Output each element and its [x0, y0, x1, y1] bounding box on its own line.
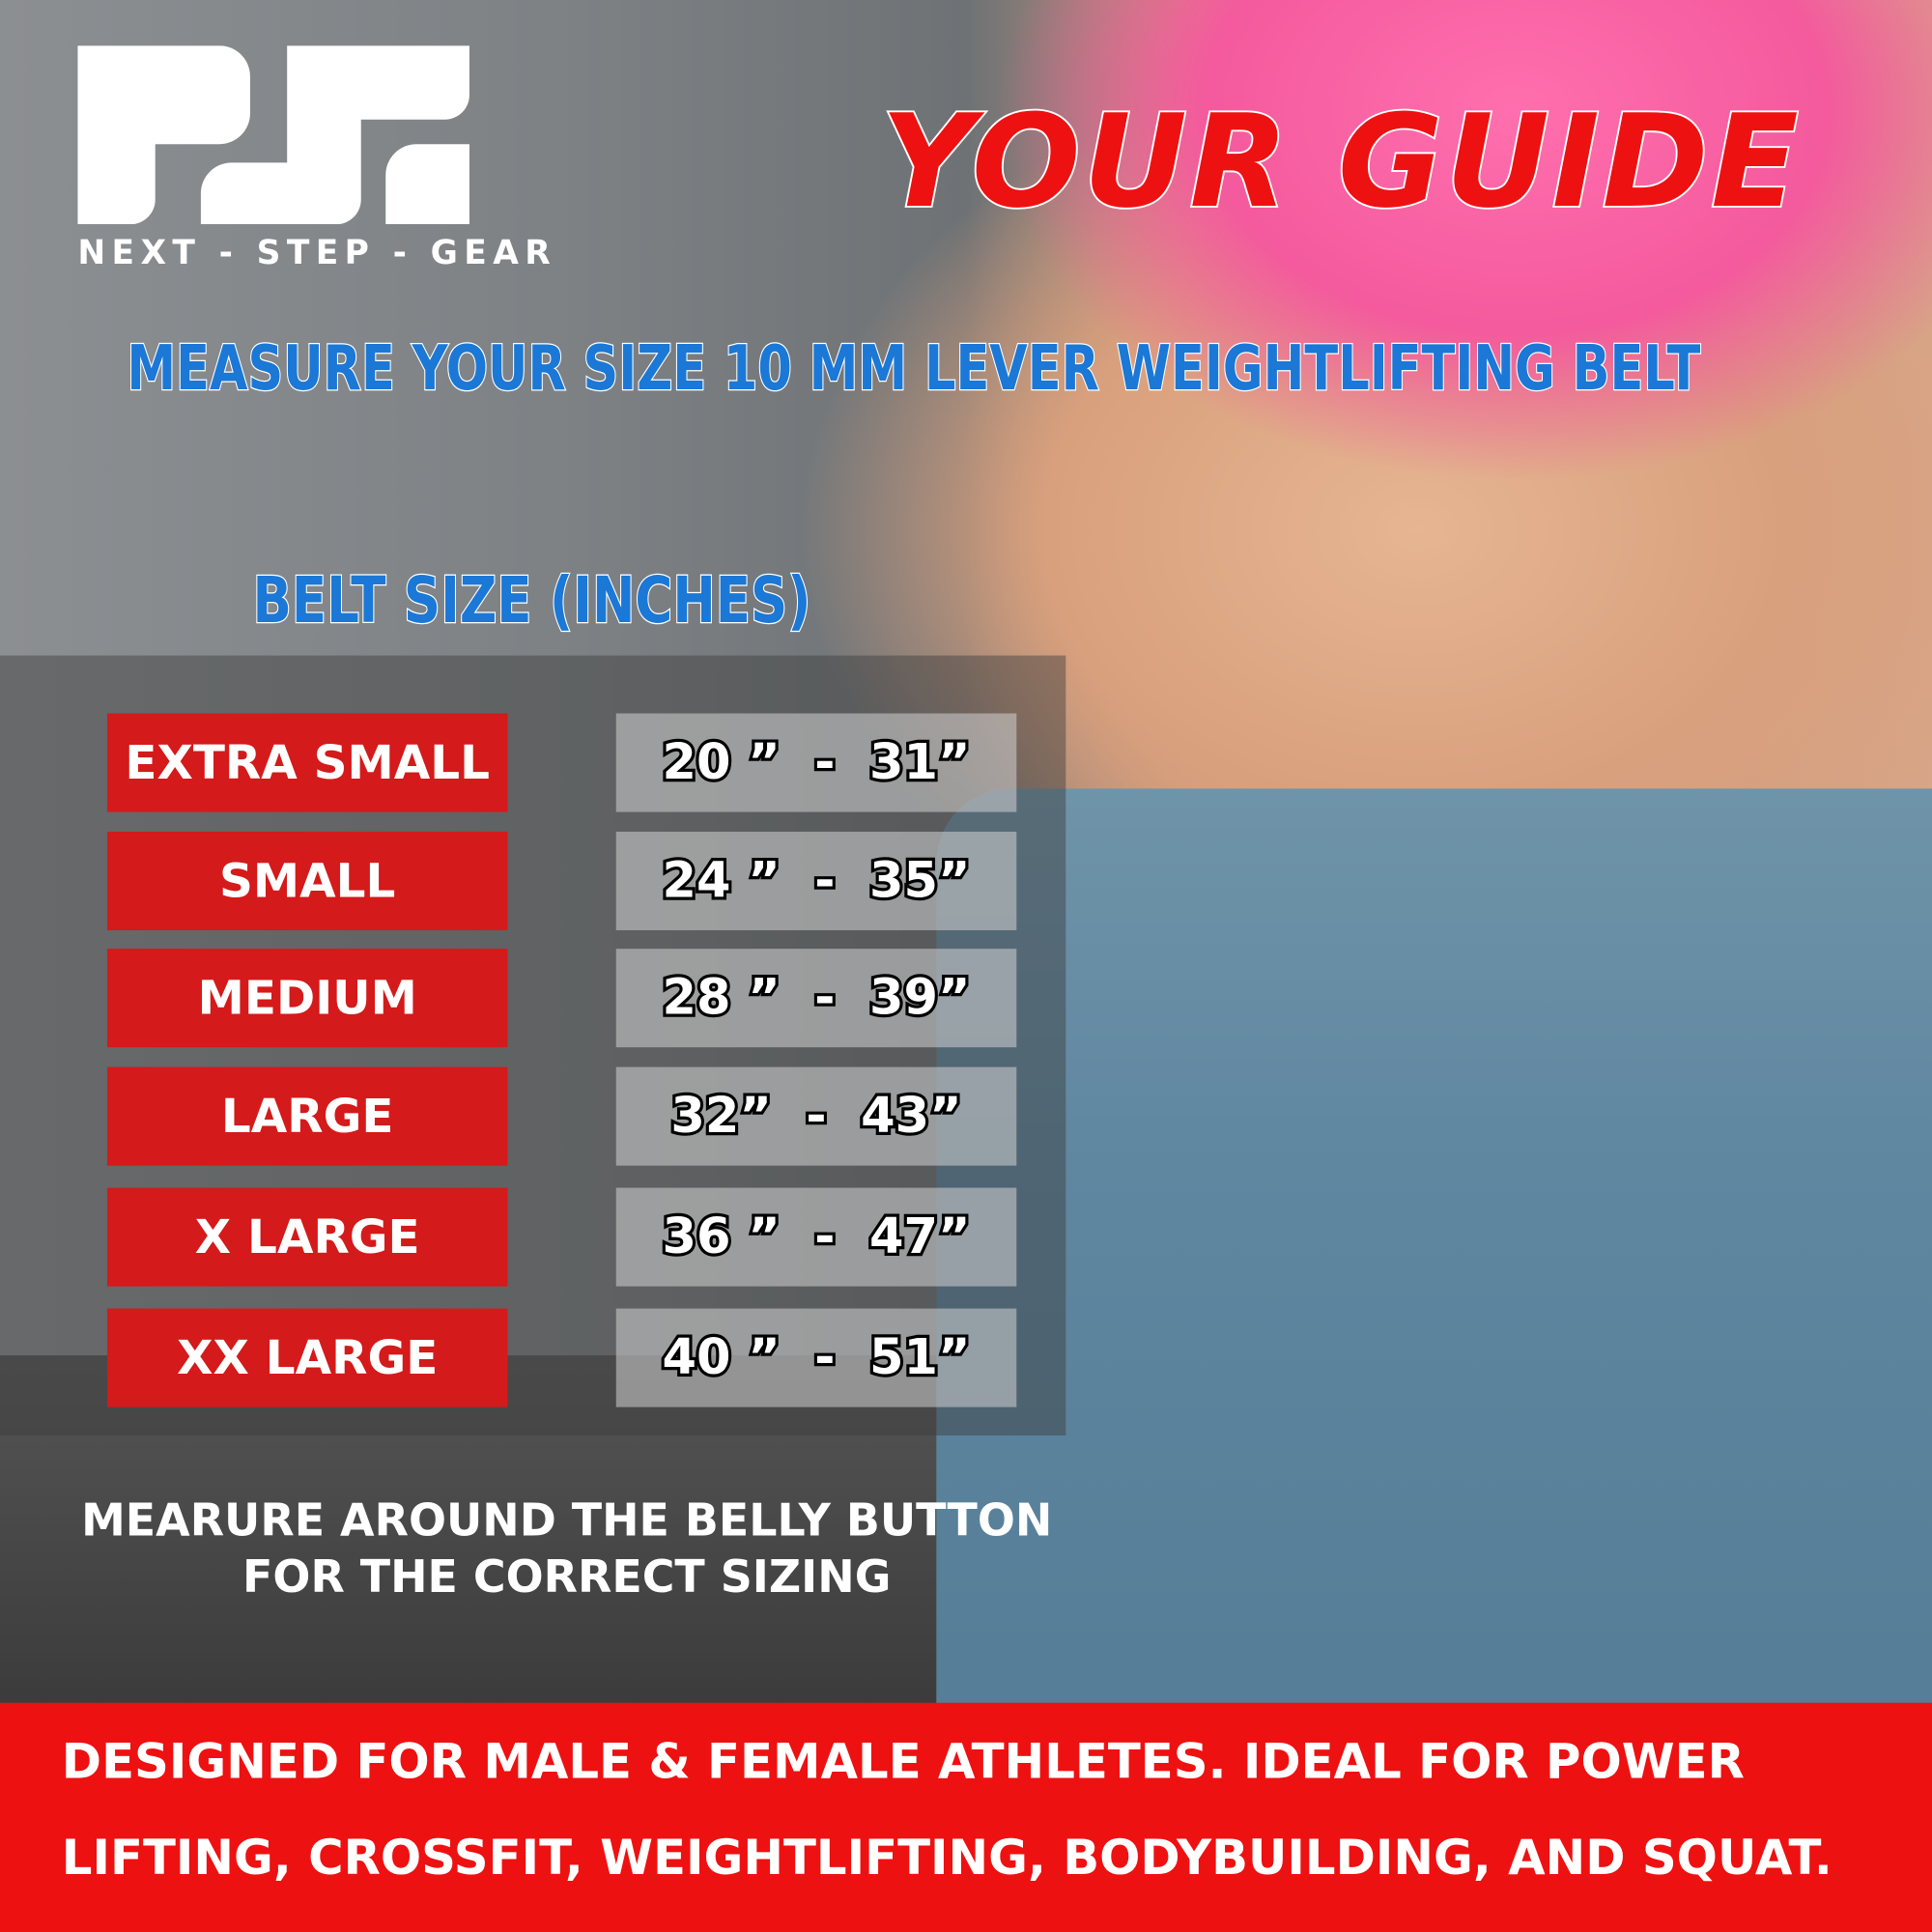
size-label: X LARGE	[106, 1187, 508, 1287]
size-label: SMALL	[106, 831, 508, 931]
size-range: 40 ” - 51”	[615, 1308, 1017, 1407]
size-label: EXTRA SMALL	[106, 713, 508, 812]
table-row: X LARGE 36 ” - 47”	[106, 1187, 1017, 1287]
size-label: MEDIUM	[106, 949, 508, 1048]
footer-banner: DESIGNED FOR MALE & FEMALE ATHLETES. IDE…	[0, 1702, 1932, 1932]
table-row: SMALL 24 ” - 35”	[106, 831, 1017, 931]
brand-tagline: NEXT - STEP - GEAR	[77, 234, 557, 272]
table-row: LARGE 32” - 43”	[106, 1066, 1017, 1166]
size-label: LARGE	[106, 1066, 508, 1166]
model-shorts-image	[936, 788, 1932, 1725]
table-row: EXTRA SMALL 20 ” - 31”	[106, 713, 1017, 812]
measure-note: MEARURE AROUND THE BELLY BUTTON FOR THE …	[0, 1493, 1133, 1606]
note-line-1: MEARURE AROUND THE BELLY BUTTON	[81, 1495, 1053, 1547]
size-range: 20 ” - 31”	[615, 713, 1017, 812]
note-line-2: FOR THE CORRECT SIZING	[242, 1552, 892, 1604]
footer-line-2: LIFTING, CROSSFIT, WEIGHTLIFTING, BODYBU…	[61, 1831, 1833, 1887]
table-row: MEDIUM 28 ” - 39”	[106, 949, 1017, 1048]
footer-line-1: DESIGNED FOR MALE & FEMALE ATHLETES. IDE…	[61, 1734, 1745, 1791]
gym-background	[0, 1355, 937, 1725]
size-range: 28 ” - 39”	[615, 949, 1017, 1048]
table-row: XX LARGE 40 ” - 51”	[106, 1308, 1017, 1407]
table-heading: BELT SIZE (INCHES)	[251, 563, 811, 639]
size-range: 24 ” - 35”	[615, 831, 1017, 931]
size-range: 36 ” - 47”	[615, 1187, 1017, 1287]
size-range: 32” - 43”	[615, 1066, 1017, 1166]
page-title: YOUR GUIDE	[879, 84, 1802, 238]
brand-logo	[77, 45, 469, 225]
subtitle: MEASURE YOUR SIZE 10 MM LEVER WEIGHTLIFT…	[126, 331, 1701, 406]
size-label: XX LARGE	[106, 1308, 508, 1407]
